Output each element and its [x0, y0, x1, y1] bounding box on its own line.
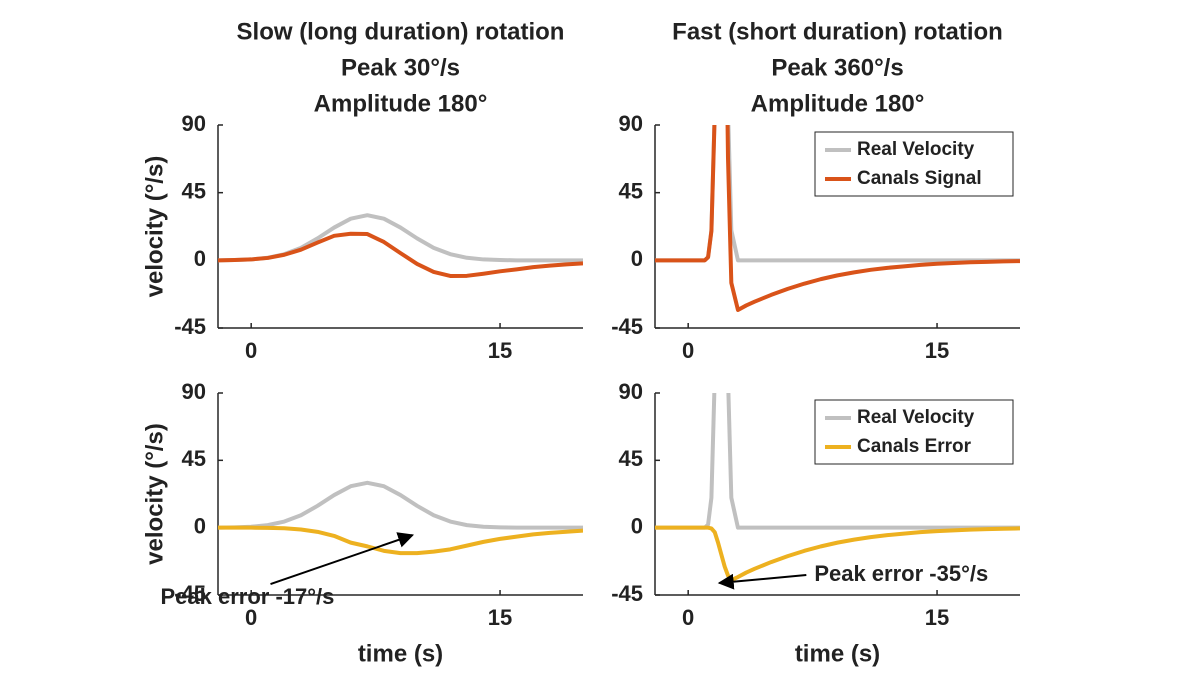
y-tick-label: 90 — [619, 379, 643, 404]
y-axis-label: velocity (°/s) — [141, 423, 168, 565]
annotation: Peak error -35°/s — [814, 561, 988, 586]
y-tick-label: 90 — [182, 111, 206, 136]
legend-box — [814, 399, 1014, 465]
x-tick-label: 0 — [682, 605, 694, 630]
y-tick-label: 90 — [619, 111, 643, 136]
chart-title: Amplitude 180° — [751, 90, 925, 117]
annotation-arrow — [270, 532, 415, 586]
x-tick-label: 15 — [488, 605, 512, 630]
x-tick-label: 15 — [925, 605, 949, 630]
chart-title: Peak 360°/s — [771, 54, 903, 81]
x-axis-label: time (s) — [358, 640, 443, 667]
x-tick-label: 0 — [245, 338, 257, 363]
x-tick-label: 0 — [245, 605, 257, 630]
y-tick-label: -45 — [611, 314, 643, 339]
plot-area — [655, 125, 1020, 312]
y-tick-label: 0 — [194, 513, 206, 538]
y-axis-label: velocity (°/s) — [141, 156, 168, 298]
chart-title: Slow (long duration) rotation — [237, 18, 565, 45]
x-tick-label: 0 — [682, 338, 694, 363]
plot-area — [655, 393, 1020, 583]
annotation-arrow — [717, 573, 807, 590]
series-line — [655, 525, 1020, 583]
y-tick-label: 0 — [631, 246, 643, 271]
series-line — [218, 231, 583, 278]
x-tick-label: 15 — [925, 338, 949, 363]
plot-area — [218, 480, 583, 556]
series-line — [655, 125, 1020, 312]
x-axis-label: time (s) — [795, 640, 880, 667]
chart-title: Peak 30°/s — [341, 54, 460, 81]
annotation: Peak error -17°/s — [161, 584, 335, 609]
y-tick-label: 45 — [619, 446, 643, 471]
legend-label: Canals Signal — [857, 168, 982, 189]
legend-box — [814, 131, 1014, 197]
y-tick-label: 45 — [182, 178, 206, 203]
y-tick-label: 45 — [619, 178, 643, 203]
y-tick-label: -45 — [174, 581, 206, 606]
legend-label: Real Velocity — [857, 407, 975, 428]
y-tick-label: -45 — [174, 314, 206, 339]
y-tick-label: 90 — [182, 379, 206, 404]
legend-label: Real Velocity — [857, 139, 975, 160]
y-tick-label: -45 — [611, 581, 643, 606]
plot-area — [218, 213, 583, 278]
series-line — [218, 525, 583, 556]
y-tick-label: 0 — [631, 513, 643, 538]
chart-title: Fast (short duration) rotation — [672, 18, 1003, 45]
x-tick-label: 15 — [488, 338, 512, 363]
series-line — [655, 393, 1020, 530]
y-tick-label: 45 — [182, 446, 206, 471]
chart-title: Amplitude 180° — [314, 90, 488, 117]
legend-label: Canals Error — [857, 436, 972, 457]
y-tick-label: 0 — [194, 246, 206, 271]
series-line — [218, 480, 583, 530]
